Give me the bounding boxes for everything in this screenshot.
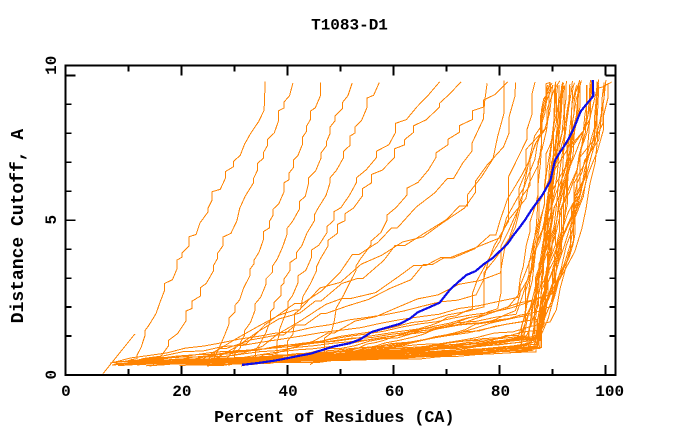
svg-text:20: 20 <box>172 383 191 401</box>
svg-text:40: 40 <box>278 383 297 401</box>
svg-text:5: 5 <box>43 215 61 225</box>
svg-text:0: 0 <box>43 370 61 380</box>
svg-text:Distance Cutoff, A: Distance Cutoff, A <box>9 129 29 324</box>
svg-text:10: 10 <box>43 56 61 75</box>
svg-text:Percent of Residues (CA): Percent of Residues (CA) <box>214 409 454 428</box>
svg-text:100: 100 <box>595 383 624 401</box>
svg-text:80: 80 <box>491 383 510 401</box>
svg-text:60: 60 <box>385 383 404 401</box>
svg-text:0: 0 <box>61 383 71 401</box>
svg-text:T1083-D1: T1083-D1 <box>311 17 388 35</box>
